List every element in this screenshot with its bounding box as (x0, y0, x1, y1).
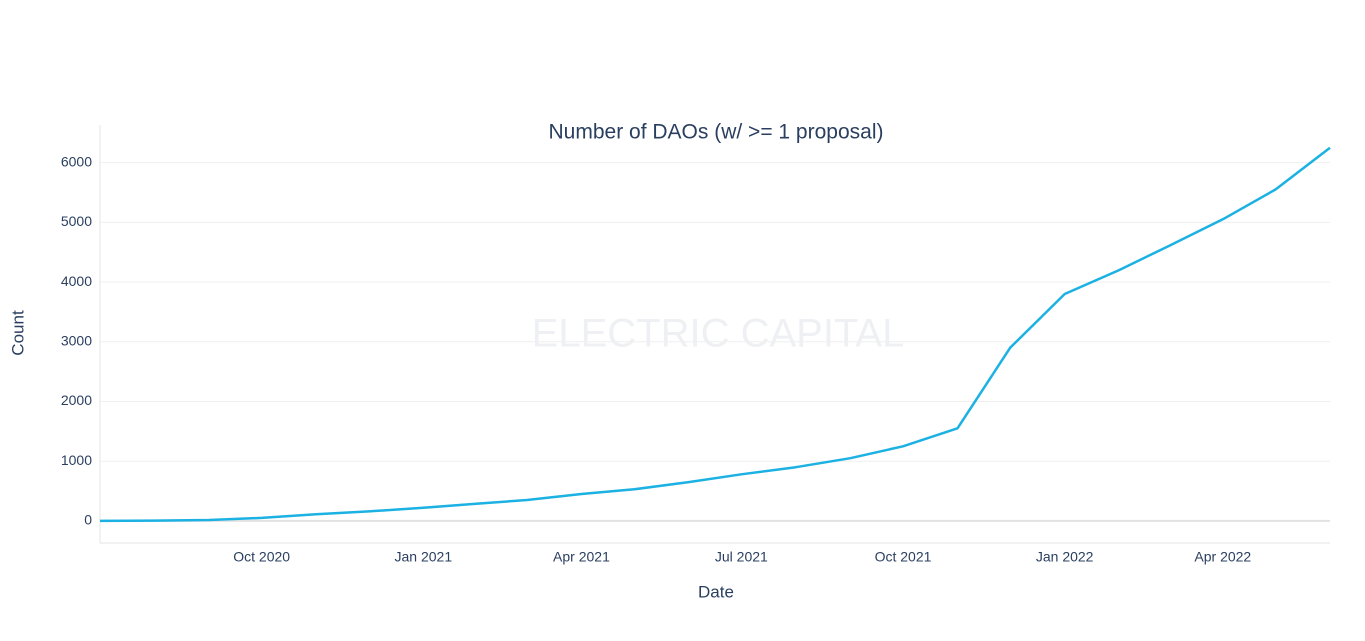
y-tick-label: 0 (84, 512, 92, 528)
y-tick-label: 3000 (61, 332, 92, 348)
y-axis-title: Count (8, 310, 27, 356)
x-tick-label: Oct 2021 (875, 549, 932, 565)
x-tick-label: Jul 2021 (715, 549, 768, 565)
x-tick-label: Apr 2022 (1194, 549, 1251, 565)
line (99, 146, 1331, 523)
x-tick-label: Oct 2020 (233, 549, 290, 565)
x-tick-label: Jan 2021 (395, 549, 453, 565)
x-axis-title: Date (698, 582, 734, 601)
y-tick-label: 5000 (61, 213, 92, 229)
y-tick-label: 4000 (61, 273, 92, 289)
chart-title: Number of DAOs (w/ >= 1 proposal) (549, 121, 884, 144)
y-tick-label: 1000 (61, 452, 92, 468)
y-tick-label: 6000 (61, 153, 92, 169)
watermark: ELECTRIC CAPITAL (532, 312, 905, 356)
x-tick-label: Apr 2021 (553, 549, 610, 565)
x-tick-label: Jan 2022 (1036, 549, 1094, 565)
y-tick-label: 2000 (61, 392, 92, 408)
